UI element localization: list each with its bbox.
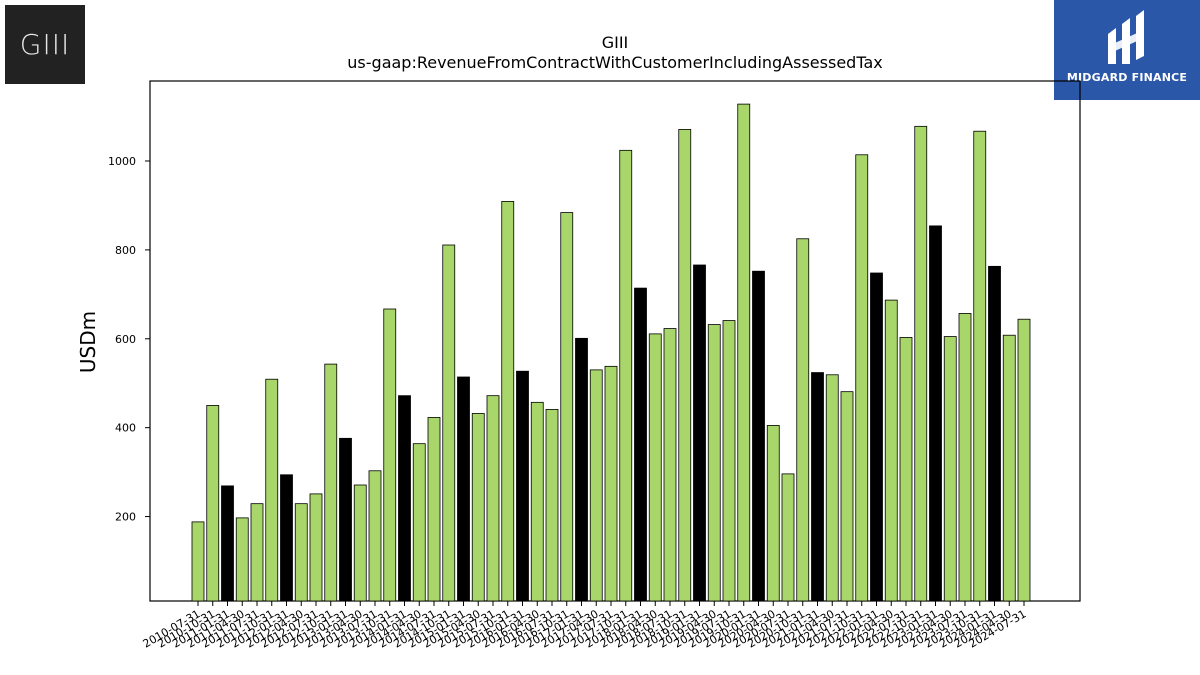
bar-2021-07-31: [840, 391, 854, 602]
bar-2011-10-31: [265, 378, 279, 602]
bar-2010-10-31: [206, 405, 220, 602]
bar-2013-07-31: [368, 470, 382, 602]
bar-2018-10-31: [678, 129, 692, 602]
bar-2020-07-31: [781, 473, 795, 602]
bar-2019-07-31: [722, 320, 736, 602]
x-ticks-group: 2010-07-312010-10-312011-01-312011-04-30…: [141, 601, 1029, 651]
bar-2021-01-31: [811, 372, 824, 602]
chart-subtitle: us-gaap:RevenueFromContractWithCustomerI…: [347, 53, 882, 72]
bar-2019-10-31: [737, 103, 751, 602]
bar-2017-04-30: [589, 369, 603, 602]
bar-2023-07-31: [958, 313, 972, 602]
bar-2015-10-31: [501, 201, 515, 602]
bar-2013-04-30: [353, 484, 367, 602]
bar-2013-01-31: [339, 437, 352, 602]
bar-2024-04-30: [1002, 334, 1016, 602]
bar-2019-04-30: [707, 324, 721, 602]
bar-2016-07-31: [545, 409, 559, 602]
bar-2015-01-31: [457, 376, 470, 602]
bar-2020-01-31: [752, 270, 765, 602]
midgard-finance-logo: MIDGARD FINANCE: [1054, 0, 1200, 100]
giii-logo: GIII: [5, 5, 85, 84]
giii-logo-text: GIII: [19, 28, 71, 61]
bar-2017-10-31: [619, 149, 633, 602]
bar-2021-04-30: [825, 374, 839, 602]
bar-2015-07-31: [486, 395, 500, 602]
bar-2014-07-31: [427, 417, 441, 602]
bar-2012-07-31: [309, 493, 323, 602]
bar-2020-04-30: [766, 425, 780, 602]
bar-2014-10-31: [442, 244, 456, 602]
y-tick-label: 800: [115, 244, 136, 257]
midgard-finance-text: MIDGARD FINANCE: [1066, 71, 1188, 84]
bar-2022-10-31: [914, 125, 928, 602]
y-tick-label: 600: [115, 333, 136, 346]
bar-2012-01-31: [280, 474, 293, 602]
bars-group: [191, 103, 1031, 602]
midgard-emblem-icon: [1108, 10, 1144, 64]
bar-2022-04-30: [884, 299, 898, 602]
y-tick-label: 200: [115, 511, 136, 524]
bar-2013-10-31: [383, 308, 397, 602]
bar-2018-07-31: [663, 328, 677, 602]
bar-2011-01-31: [221, 485, 234, 602]
bar-2022-07-31: [899, 337, 913, 602]
bar-2021-10-31: [855, 154, 869, 602]
bar-2022-01-31: [870, 272, 883, 602]
bar-2011-04-30: [235, 517, 249, 602]
y-ticks-group: 200 400 600 800 1000: [108, 155, 150, 524]
bar-2015-04-30: [471, 413, 485, 602]
bar-2018-01-31: [634, 287, 647, 602]
bar-2020-10-31: [796, 238, 810, 602]
y-tick-label: 400: [115, 422, 136, 435]
bar-2023-04-30: [943, 336, 957, 602]
bar-2023-10-31: [973, 130, 987, 602]
bar-2024-07-31: [1017, 318, 1031, 602]
bar-2024-01-31: [988, 265, 1001, 602]
bar-2019-01-31: [693, 264, 706, 602]
chart-title: GIII: [602, 33, 629, 52]
y-tick-label: 1000: [108, 155, 136, 168]
bar-2016-04-30: [530, 401, 544, 602]
y-axis-label: USDm: [76, 311, 100, 373]
bar-2016-01-31: [516, 370, 529, 602]
bar-2012-04-30: [294, 503, 308, 602]
bar-2016-10-31: [560, 212, 574, 602]
bar-2014-04-30: [412, 443, 426, 602]
bar-2017-07-31: [604, 365, 618, 602]
bar-2010-07-31: [191, 521, 205, 602]
bar-2018-04-30: [648, 333, 662, 602]
bar-2014-01-31: [398, 395, 411, 602]
bar-2023-01-31: [929, 225, 942, 602]
bar-2017-01-31: [575, 337, 588, 602]
bar-2012-10-31: [324, 363, 338, 602]
bar-2011-07-31: [250, 503, 264, 602]
